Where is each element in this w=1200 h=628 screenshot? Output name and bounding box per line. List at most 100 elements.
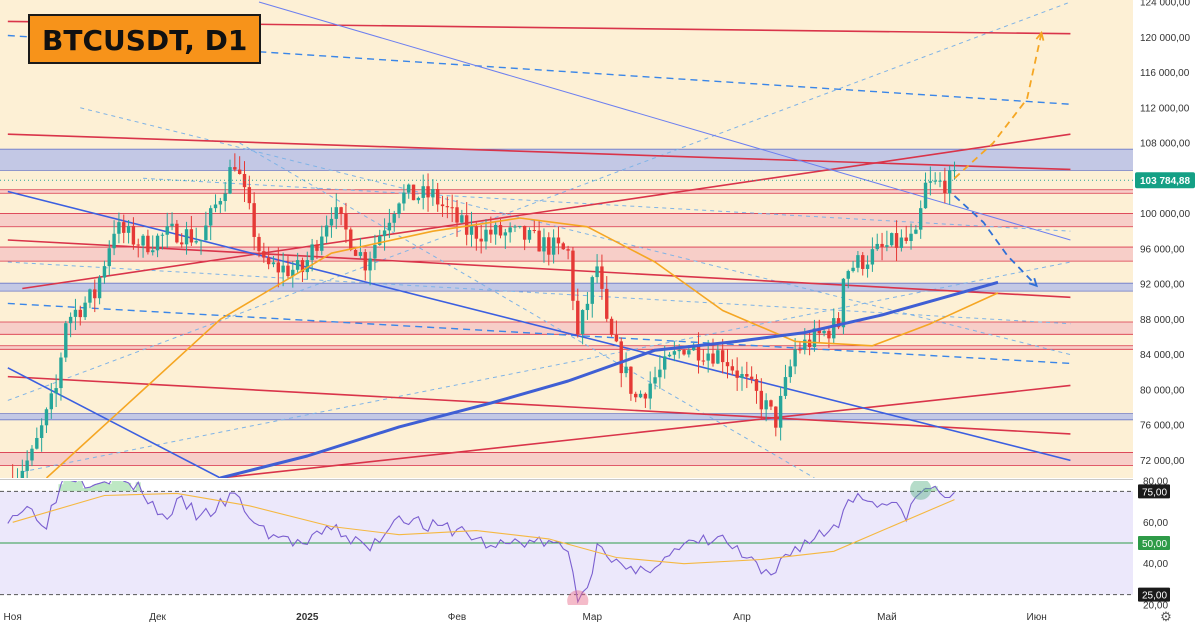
rsi-extreme-marker	[567, 590, 589, 605]
main-pane	[0, 0, 1133, 478]
candle-body	[382, 230, 387, 237]
candle-body	[870, 249, 875, 265]
candle-body	[397, 203, 401, 215]
candle-body	[431, 189, 435, 198]
candle-body	[566, 249, 570, 251]
candle-body	[532, 230, 536, 232]
candle-body	[78, 309, 82, 318]
dashed-trend-line	[239, 142, 815, 478]
candle-body	[571, 250, 575, 301]
candle-body	[291, 269, 295, 277]
dashed-trend-line	[7, 34, 1071, 105]
gear-icon[interactable]: ⚙	[1160, 609, 1172, 624]
candle-body	[184, 229, 189, 245]
price-zone	[0, 283, 1133, 292]
candle-body	[836, 318, 841, 328]
candle-body	[464, 215, 469, 235]
candle-body	[460, 215, 464, 223]
candle-body	[952, 170, 957, 172]
candle-body	[716, 350, 720, 364]
candle-body	[798, 349, 802, 351]
dashed-trend-line	[7, 261, 1071, 325]
candle-body	[122, 222, 126, 233]
price-zone	[0, 321, 1133, 335]
price-tick-label: 112 000,00	[1140, 103, 1190, 114]
rsi-tick-label: 60,00	[1143, 518, 1168, 529]
candle-body	[247, 187, 252, 204]
trend-line	[258, 1, 1071, 241]
candle-body	[368, 258, 372, 271]
candle-body	[329, 218, 334, 226]
main-pane-background	[0, 0, 1133, 478]
candle-body	[522, 225, 527, 240]
candle-body	[151, 250, 155, 253]
candle-body	[407, 184, 411, 193]
candle-body	[112, 233, 116, 249]
candle-body	[923, 182, 928, 209]
candle-body	[339, 207, 343, 214]
candle-body	[334, 207, 338, 219]
candle-body	[614, 334, 619, 342]
candle-body	[208, 208, 213, 226]
candle-body	[667, 354, 672, 357]
candle-body	[653, 377, 657, 384]
candle-body	[822, 330, 826, 334]
candle-body	[93, 289, 97, 299]
candle-body	[890, 233, 894, 246]
dashed-trend-line	[7, 1, 1071, 401]
rsi-level-badge	[1138, 484, 1170, 499]
candle-body	[880, 243, 884, 247]
candle-body	[812, 328, 817, 347]
candle-body	[83, 302, 87, 318]
candle-body	[136, 244, 140, 246]
time-tick-label: Апр	[733, 612, 751, 623]
trend-line	[7, 367, 221, 478]
forecast-arrowhead	[1028, 277, 1038, 288]
candle-body	[754, 379, 759, 391]
candle-body	[696, 344, 701, 361]
time-tick-label: Фев	[448, 612, 466, 623]
rsi-tick-label: 20,00	[1143, 601, 1168, 612]
candle-body	[155, 235, 160, 251]
candle-body	[605, 288, 609, 319]
candle-body	[788, 366, 792, 378]
candle-body	[421, 186, 425, 198]
candle-body	[861, 255, 865, 269]
candle-body	[489, 229, 493, 235]
candle-body	[803, 339, 807, 350]
price-tick-label: 88 000,00	[1140, 315, 1185, 326]
candle-body	[783, 377, 788, 396]
price-tick-label: 108 000,00	[1140, 139, 1190, 150]
candle-body	[484, 229, 488, 242]
candle-body	[687, 350, 691, 355]
candle-body	[730, 366, 735, 371]
candle-body	[706, 353, 710, 361]
last-price-badge	[1135, 172, 1195, 189]
candle-body	[938, 180, 942, 182]
dashed-trend-line	[143, 177, 1071, 232]
rsi-tick-label: 40,00	[1143, 559, 1168, 570]
candle-body	[928, 181, 933, 183]
last-price-label: 103 784,88	[1140, 176, 1190, 187]
candle-body	[102, 266, 107, 278]
candle-body	[363, 252, 367, 271]
candle-body	[165, 226, 169, 235]
candle-body	[595, 266, 599, 278]
candle-body	[909, 233, 913, 241]
candle-body	[711, 353, 715, 364]
price-zone	[0, 413, 1133, 420]
candle-body	[358, 252, 363, 256]
candle-body	[904, 237, 908, 241]
candle-body	[146, 235, 150, 253]
trend-line	[7, 239, 1071, 299]
candle-body	[537, 230, 541, 252]
candle-body	[228, 167, 232, 194]
price-zone	[0, 345, 1133, 350]
time-tick-label: 2025	[296, 612, 319, 623]
price-zone	[0, 213, 1133, 227]
rsi-level-badge	[1138, 587, 1170, 602]
forecast-arrowhead	[1035, 30, 1045, 41]
candle-body	[634, 393, 638, 398]
